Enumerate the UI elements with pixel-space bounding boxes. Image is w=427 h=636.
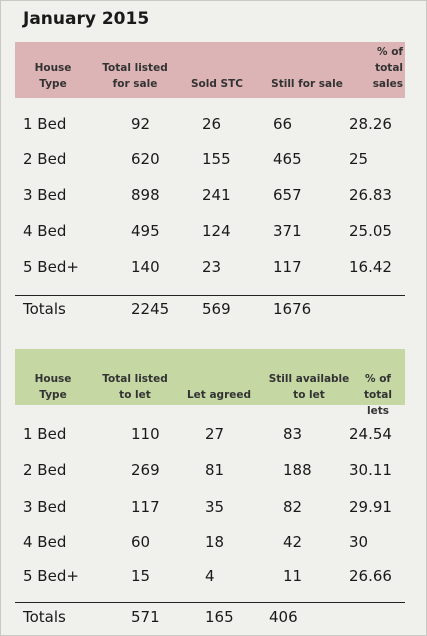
- sales-row-listed: 92: [131, 115, 151, 133]
- lets-totals-agreed: 165: [205, 608, 234, 626]
- lets-row-still: 11: [283, 567, 303, 585]
- sales-row-sold: 241: [202, 186, 231, 204]
- sales-row-listed: 620: [131, 150, 160, 168]
- sales-row-still: 66: [273, 115, 293, 133]
- lets-header-still-available: Still available to let: [268, 373, 350, 401]
- lets-table-header: House Type Total listed to let Let agree…: [15, 349, 405, 417]
- lets-row-listed: 110: [131, 425, 160, 443]
- sales-row-still: 657: [273, 186, 302, 204]
- lets-row-listed: 117: [131, 498, 160, 516]
- sales-header-sold-stc: Sold STC: [191, 78, 243, 90]
- lets-row-pct: 26.66: [349, 567, 392, 585]
- sales-row-still: 371: [273, 222, 302, 240]
- sales-row-pct: 26.83: [349, 186, 392, 204]
- sales-totals-divider: [15, 295, 405, 296]
- sales-row-listed: 495: [131, 222, 160, 240]
- sales-row-pct: 16.42: [349, 258, 392, 276]
- sales-header-total-listed: Total listed for sale: [102, 62, 168, 90]
- lets-row-type: 2 Bed: [23, 461, 67, 479]
- sales-header-percent: % of total sales: [372, 46, 403, 90]
- sales-row-sold: 26: [202, 115, 222, 133]
- sales-row-pct: 25.05: [349, 222, 392, 240]
- lets-row-pct: 30.11: [349, 461, 392, 479]
- lets-row-agreed: 35: [205, 498, 225, 516]
- lets-row-still: 42: [283, 533, 303, 551]
- sales-row-listed: 140: [131, 258, 160, 276]
- sales-row-still: 465: [273, 150, 302, 168]
- sales-totals-listed: 2245: [131, 300, 170, 318]
- lets-row-agreed: 27: [205, 425, 225, 443]
- page-title: January 2015: [23, 9, 150, 29]
- sales-header-house-type: House Type: [34, 62, 72, 90]
- sales-row-still: 117: [273, 258, 302, 276]
- lets-row-still: 188: [283, 461, 312, 479]
- sales-row-pct: 28.26: [349, 115, 392, 133]
- lets-row-listed: 15: [131, 567, 151, 585]
- sales-header-still-for-sale: Still for sale: [271, 78, 343, 90]
- lets-row-agreed: 4: [205, 567, 215, 585]
- lets-row-listed: 60: [131, 533, 151, 551]
- lets-row-type: 1 Bed: [23, 425, 67, 443]
- sales-table-header: House Type Total listed for sale Sold ST…: [15, 42, 405, 98]
- sales-row-pct: 25: [349, 150, 369, 168]
- lets-header-let-agreed: Let agreed: [186, 389, 252, 401]
- lets-row-type: 3 Bed: [23, 498, 67, 516]
- sales-totals-still: 1676: [273, 300, 312, 318]
- sales-row-sold: 124: [202, 222, 231, 240]
- sales-totals-label: Totals: [23, 300, 66, 318]
- lets-row-pct: 30: [349, 533, 369, 551]
- sales-row-type: 1 Bed: [23, 115, 67, 133]
- lets-row-still: 83: [283, 425, 303, 443]
- sales-row-type: 3 Bed: [23, 186, 67, 204]
- lets-row-pct: 24.54: [349, 425, 392, 443]
- sales-row-sold: 23: [202, 258, 222, 276]
- lets-header-total-listed: Total listed to let: [102, 373, 168, 401]
- sales-row-type: 4 Bed: [23, 222, 67, 240]
- lets-row-still: 82: [283, 498, 303, 516]
- lets-totals-still: 406: [269, 608, 298, 626]
- sales-row-sold: 155: [202, 150, 231, 168]
- lets-totals-listed: 571: [131, 608, 160, 626]
- sales-totals-sold: 569: [202, 300, 231, 318]
- lets-row-agreed: 18: [205, 533, 225, 551]
- lets-header-house-type: House Type: [34, 373, 72, 401]
- sales-row-type: 5 Bed+: [23, 258, 79, 276]
- lets-totals-divider: [15, 602, 405, 603]
- lets-row-type: 4 Bed: [23, 533, 67, 551]
- lets-row-listed: 269: [131, 461, 160, 479]
- lets-header-percent: % of total lets: [364, 373, 392, 417]
- lets-row-type: 5 Bed+: [23, 567, 79, 585]
- sales-row-listed: 898: [131, 186, 160, 204]
- sales-row-type: 2 Bed: [23, 150, 67, 168]
- lets-totals-label: Totals: [23, 608, 66, 626]
- lets-row-pct: 29.91: [349, 498, 392, 516]
- lets-row-agreed: 81: [205, 461, 225, 479]
